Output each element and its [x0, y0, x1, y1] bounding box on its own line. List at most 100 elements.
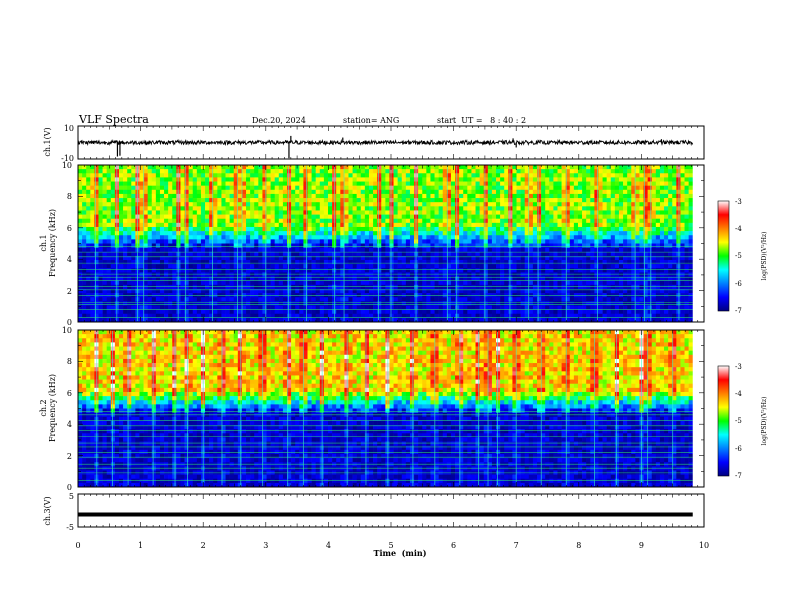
- spectrogram-cell: [430, 301, 435, 306]
- spectrogram-cell: [356, 288, 362, 294]
- spectrogram-cell: [496, 301, 501, 306]
- spectrogram-cell: [258, 272, 263, 277]
- spectrogram-cell: [467, 202, 472, 207]
- spectrogram-cell: [532, 301, 538, 306]
- spectrogram-cell: [155, 193, 161, 199]
- spectrogram-cell: [541, 198, 546, 203]
- spectrogram-cell: [450, 231, 456, 236]
- spectrogram-cell: [278, 317, 284, 323]
- spectrogram-cell: [524, 268, 530, 273]
- spectrogram-cell: [123, 193, 128, 199]
- spectrogram-cell: [311, 189, 316, 195]
- spectrogram-cell: [143, 206, 148, 211]
- spectrogram-cell: [389, 284, 394, 290]
- spectrogram-cell: [143, 284, 148, 290]
- spectrogram-cell: [496, 198, 501, 203]
- spectrogram-cell: [303, 189, 308, 195]
- spectrogram-cell: [295, 264, 300, 269]
- spectrogram-cell: [241, 272, 247, 277]
- spectrogram-cell: [479, 243, 485, 248]
- spectrogram-cell: [356, 169, 362, 174]
- spectrogram-cell: [164, 272, 169, 277]
- spectrogram-cell: [151, 247, 157, 253]
- spectrogram-cell: [90, 222, 95, 228]
- spectrogram-cell: [123, 251, 128, 257]
- spectrogram-cell: [147, 284, 153, 290]
- spectrogram-cell: [295, 239, 300, 244]
- spectrogram-cell: [373, 276, 378, 281]
- spectrogram-cell: [524, 280, 530, 286]
- spectrogram-cell: [455, 297, 460, 302]
- spectrogram-cell: [131, 251, 136, 257]
- spectrogram-cell: [82, 239, 87, 244]
- spectrogram-cell: [237, 210, 243, 215]
- spectrogram-cell: [172, 288, 177, 294]
- spectrogram-cell: [291, 222, 296, 228]
- spectrogram-cell: [352, 239, 357, 244]
- spectrogram-cell: [368, 169, 374, 174]
- spectrogram-cell: [237, 214, 243, 220]
- spectrogram-cell: [246, 173, 251, 178]
- spectrogram-cell: [184, 226, 189, 232]
- spectrogram-cell: [340, 198, 345, 203]
- spectrogram-cell: [336, 226, 341, 232]
- spectrogram-cell: [311, 231, 316, 236]
- spectrogram-cell: [352, 202, 357, 207]
- spectrogram-cell: [217, 214, 222, 220]
- spectrogram-cell: [434, 255, 439, 261]
- spectrogram-cell: [323, 173, 329, 178]
- spectrogram-cell: [278, 264, 284, 269]
- spectrogram-cell: [586, 251, 591, 257]
- spectrogram-cell: [483, 226, 489, 232]
- spectrogram-cell: [438, 235, 444, 240]
- spectrogram-cell: [319, 280, 325, 286]
- spectrogram-cell: [479, 177, 485, 182]
- spectrogram-cell: [377, 222, 382, 228]
- spectrogram-cell: [315, 173, 321, 178]
- spectrogram-cell: [266, 185, 271, 191]
- spectrogram-cell: [479, 165, 485, 170]
- spectrogram-cell: [397, 243, 403, 248]
- spectrogram-cell: [278, 309, 284, 315]
- spectrogram-cell: [78, 264, 83, 269]
- spectrogram-cell: [360, 210, 366, 215]
- spectrogram-cell: [438, 288, 444, 294]
- spectrogram-cell: [508, 268, 513, 273]
- spectrogram-cell: [364, 260, 370, 265]
- spectrogram-cell: [258, 251, 263, 257]
- spectrogram-cell: [315, 222, 321, 228]
- spectrogram-cell: [266, 288, 271, 294]
- spectrogram-cell: [172, 206, 177, 211]
- spectrogram-cell: [455, 169, 460, 174]
- spectrogram-cell: [463, 243, 468, 248]
- spectrogram-cell: [102, 251, 107, 257]
- spectrogram-cell: [131, 305, 136, 310]
- spectrogram-cell: [155, 264, 161, 269]
- spectrogram-cell: [561, 181, 566, 186]
- spectrogram-cell: [537, 309, 542, 315]
- spectrogram-cell: [348, 239, 353, 244]
- spectrogram-cell: [311, 247, 316, 253]
- spectrogram-cell: [389, 202, 394, 207]
- spectrogram-cell: [442, 301, 448, 306]
- spectrogram-cell: [450, 260, 456, 265]
- spectrogram-cell: [532, 169, 538, 174]
- spectrogram-cell: [287, 280, 292, 286]
- spectrogram-cell: [442, 313, 448, 319]
- spectrogram-cell: [565, 276, 571, 281]
- spectrogram-cell: [233, 202, 239, 207]
- spectrogram-cell: [553, 206, 558, 211]
- spectrogram-cell: [102, 288, 107, 294]
- spectrogram-cell: [373, 288, 378, 294]
- spectrogram-cell: [327, 198, 333, 203]
- spectrogram-cell: [192, 231, 198, 236]
- spectrogram-cell: [577, 284, 583, 290]
- spectrogram-cell: [118, 317, 124, 323]
- spectrogram-cell: [500, 169, 505, 174]
- spectrogram-cell: [86, 264, 91, 269]
- spectrogram-cell: [299, 313, 304, 319]
- spectrogram-cell: [200, 198, 206, 203]
- spectrogram-cell: [315, 226, 321, 232]
- spectrogram-cell: [303, 177, 308, 182]
- spectrogram-cell: [241, 181, 247, 186]
